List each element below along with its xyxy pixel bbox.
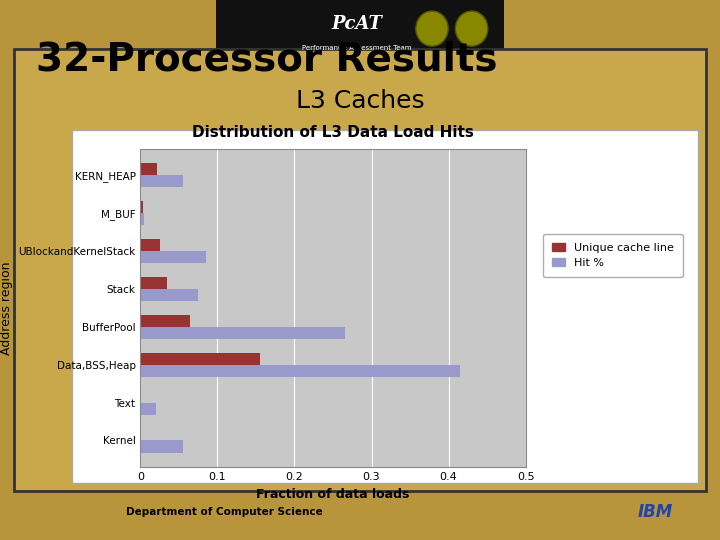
Bar: [140, 201, 143, 213]
Bar: [140, 163, 158, 175]
Bar: [140, 353, 260, 364]
Ellipse shape: [456, 11, 488, 46]
Bar: [216, 0, 504, 57]
Title: Distribution of L3 Data Load Hits: Distribution of L3 Data Load Hits: [192, 125, 474, 140]
Text: IBM: IBM: [638, 503, 672, 521]
Ellipse shape: [416, 11, 448, 46]
Legend: Unique cache line, Hit %: Unique cache line, Hit %: [543, 234, 683, 277]
Text: PerformanCe Assessment Team: PerformanCe Assessment Team: [302, 44, 411, 51]
Bar: [140, 276, 167, 289]
Bar: [140, 315, 191, 327]
Bar: [14, 49, 706, 491]
Text: 32-Processor Results: 32-Processor Results: [36, 40, 498, 78]
Bar: [140, 289, 198, 301]
Bar: [72, 130, 698, 483]
Bar: [140, 403, 156, 415]
Bar: [140, 364, 460, 377]
Bar: [140, 239, 160, 251]
Text: PcAT: PcAT: [331, 15, 382, 33]
Bar: [140, 327, 345, 339]
Bar: [140, 251, 206, 263]
Bar: [140, 441, 183, 453]
Bar: [140, 213, 144, 225]
X-axis label: Fraction of data loads: Fraction of data loads: [256, 488, 410, 501]
Text: Department of Computer Science: Department of Computer Science: [126, 507, 323, 517]
Text: L3 Caches: L3 Caches: [296, 90, 424, 113]
Y-axis label: Address region: Address region: [0, 261, 13, 355]
Bar: [140, 175, 183, 187]
